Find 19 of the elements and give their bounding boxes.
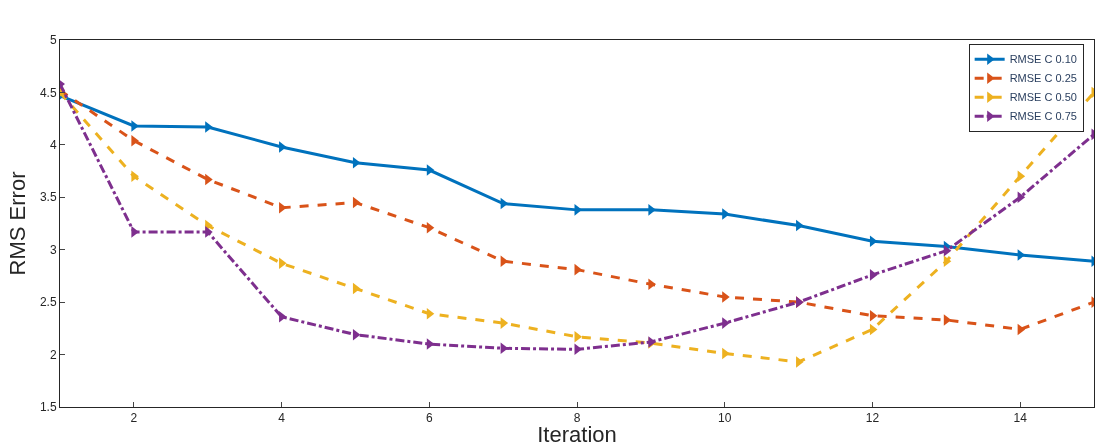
legend-label: RMSE C 0.75 <box>1009 110 1077 123</box>
x-tick-label: 6 <box>425 411 433 426</box>
y-tick-label: 3 <box>49 242 57 257</box>
x-tick-label: 12 <box>865 411 880 426</box>
x-tick-label: 2 <box>130 411 138 426</box>
y-tick-label: 2.5 <box>39 295 57 310</box>
y-tick-label: 4.5 <box>39 85 57 100</box>
x-tick-label: 10 <box>718 411 732 426</box>
legend-label: RMSE C 0.25 <box>1009 72 1077 85</box>
y-tick-label: 3.5 <box>39 190 57 205</box>
x-tick-label: 4 <box>278 411 286 426</box>
y-tick-label: 2 <box>49 347 57 362</box>
legend-label: RMSE C 0.10 <box>1009 53 1077 66</box>
y-axis-title: RMS Error <box>4 171 30 276</box>
legend-label: RMSE C 0.50 <box>1009 91 1077 104</box>
y-tick-label: 1.5 <box>39 400 57 415</box>
y-tick-label: 4 <box>49 138 57 153</box>
y-tick-label: 5 <box>49 33 57 48</box>
x-tick-label: 14 <box>1013 411 1028 426</box>
